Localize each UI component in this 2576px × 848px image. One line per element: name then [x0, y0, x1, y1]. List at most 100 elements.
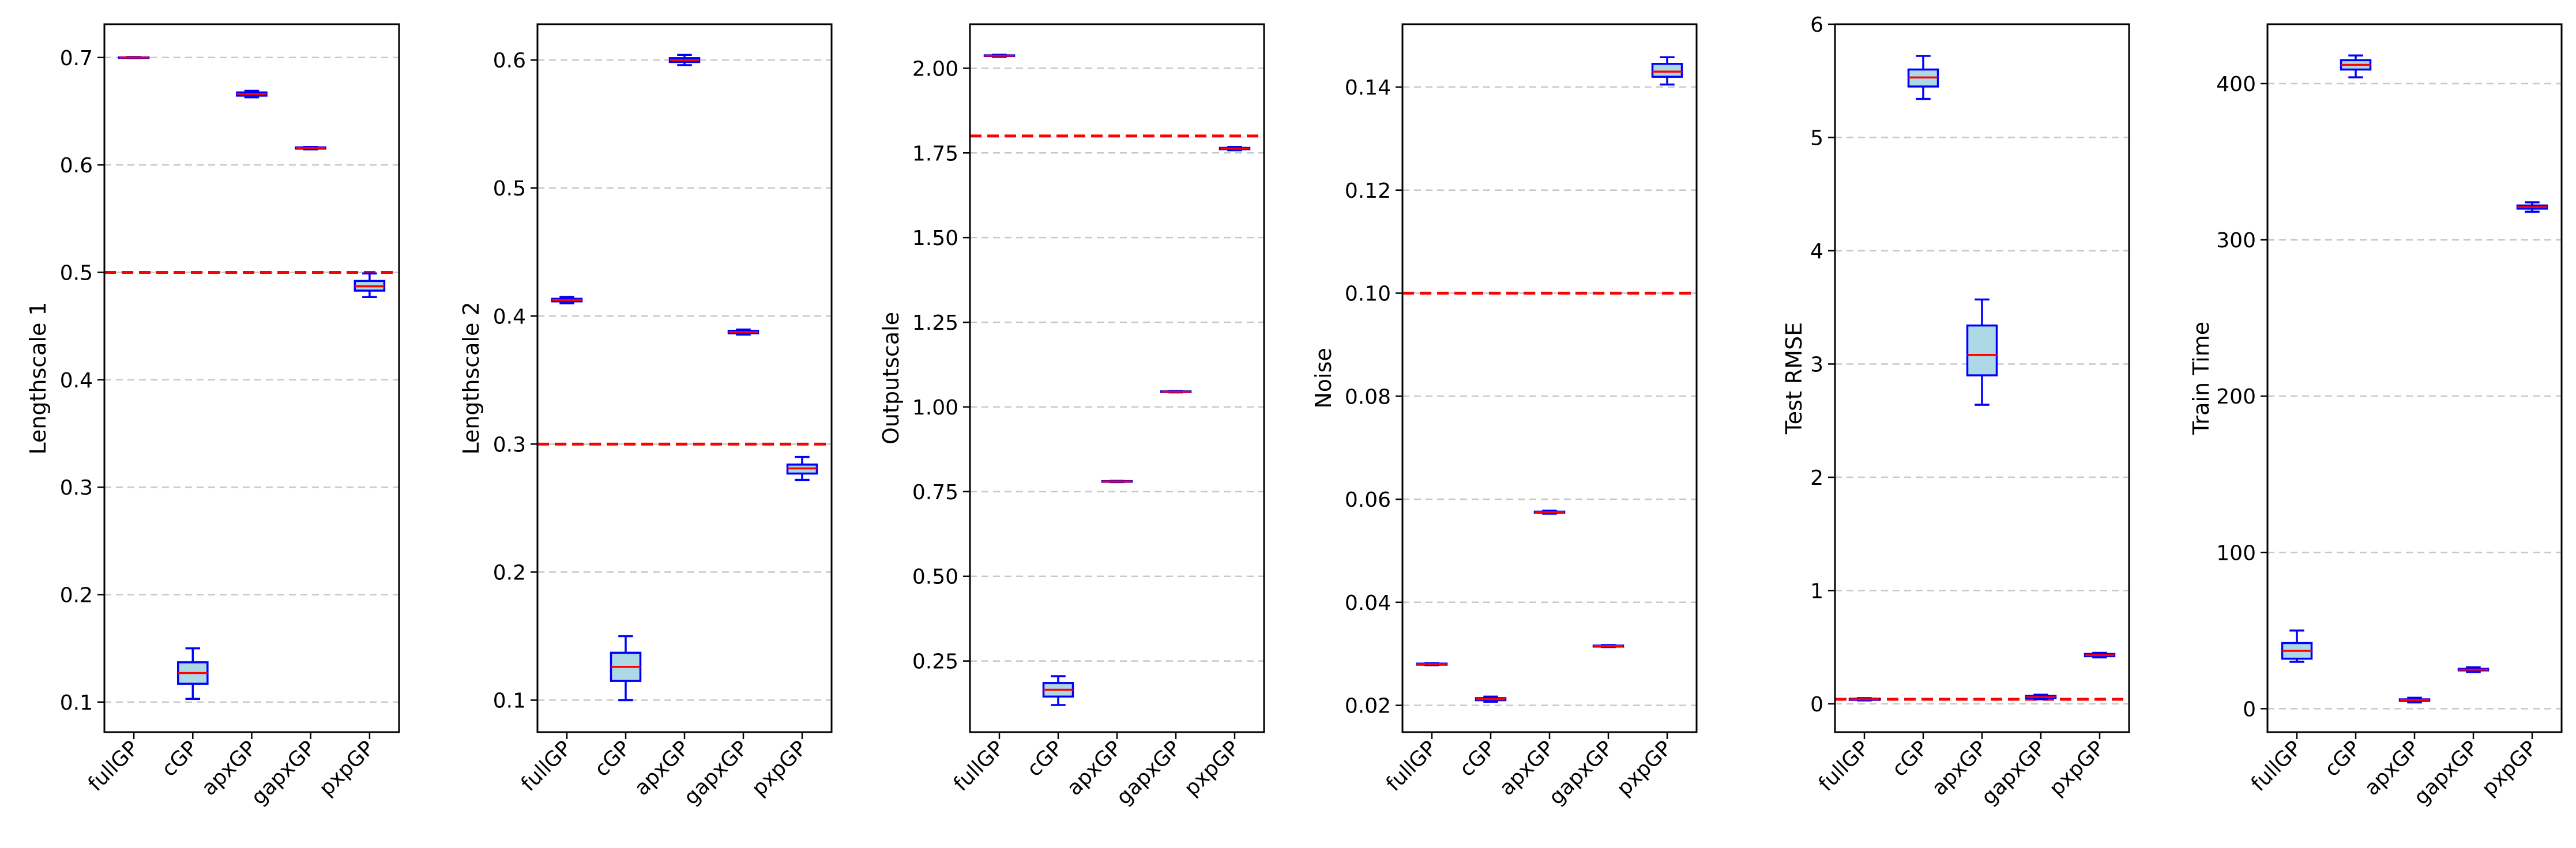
y-tick-label: 2 — [1810, 466, 1823, 490]
x-tick-label: pxpGP — [2477, 736, 2541, 800]
box-pxpGP — [2516, 201, 2548, 213]
x-tick-label: fullGP — [1382, 736, 1441, 796]
y-tick-label: 1.75 — [912, 142, 958, 165]
y-tick-label: 0.04 — [1345, 591, 1391, 615]
box-pxpGP — [354, 272, 386, 299]
y-axis-label: Lengthscale 1 — [25, 301, 51, 454]
box-fullGP — [1416, 662, 1448, 666]
axes-frame — [969, 23, 1265, 733]
y-tick-label: 0.08 — [1345, 385, 1391, 409]
y-tick-label: 0.6 — [493, 49, 526, 73]
box-gapxGP — [2025, 694, 2057, 700]
y-tick-label: 1.00 — [912, 396, 958, 420]
y-tick-label: 0.5 — [60, 261, 93, 285]
box-pxpGP — [1651, 56, 1683, 86]
y-tick-label: 200 — [2216, 385, 2256, 409]
box-cGP — [2340, 54, 2372, 78]
iqr-box — [1651, 63, 1683, 78]
box-fullGP — [551, 296, 583, 304]
box-gapxGP — [2457, 666, 2489, 673]
x-tick-label: cGP — [157, 736, 202, 781]
box-apxGP — [1966, 298, 1998, 406]
x-tick-label: gapxGP — [1112, 736, 1185, 809]
axes-frame — [103, 23, 400, 733]
y-axis-label: Test RMSE — [1781, 322, 1807, 435]
y-axis-label: Outputscale — [878, 312, 904, 444]
box-cGP — [1475, 695, 1507, 703]
y-tick-label: 2.00 — [912, 57, 958, 81]
box-gapxGP — [1592, 644, 1624, 649]
x-tick-label: pxpGP — [1180, 736, 1244, 800]
x-tick-label: fullGP — [517, 736, 576, 796]
y-tick-label: 0.3 — [493, 433, 526, 457]
box-fullGP — [118, 56, 150, 59]
y-tick-label: 300 — [2216, 229, 2256, 252]
y-tick-label: 0.75 — [912, 481, 958, 504]
y-tick-label: 1.25 — [912, 311, 958, 335]
y-tick-label: 0.2 — [493, 561, 526, 585]
y-tick-label: 1 — [1810, 579, 1823, 603]
y-tick-label: 0.10 — [1345, 282, 1391, 306]
y-tick-label: 0.5 — [493, 177, 526, 201]
y-tick-label: 0.7 — [60, 47, 93, 70]
x-tick-label: fullGP — [84, 736, 143, 796]
y-tick-label: 4 — [1810, 240, 1823, 263]
box-apxGP — [1533, 509, 1566, 515]
y-tick-label: 1.50 — [912, 227, 958, 250]
iqr-box — [1966, 324, 1998, 376]
x-tick-label: cGP — [1887, 736, 1932, 781]
box-pxpGP — [1219, 145, 1251, 152]
y-tick-label: 0.4 — [60, 369, 93, 393]
panel-3: 0.25 0.50 0.75 1.00 1.25 1.50 1.75 2.00 fullGP cG… — [878, 23, 1265, 809]
box-gapxGP — [1160, 390, 1192, 394]
box-cGP — [177, 647, 209, 700]
box-apxGP — [668, 54, 701, 66]
y-tick-label: 0.6 — [60, 154, 93, 178]
box-cGP — [610, 635, 642, 702]
y-tick-label: 3 — [1810, 353, 1823, 376]
y-tick-label: 5 — [1810, 126, 1823, 150]
x-tick-label: fullGP — [1814, 736, 1874, 796]
y-tick-label: 0.14 — [1345, 76, 1391, 100]
y-tick-label: 0.12 — [1345, 179, 1391, 203]
box-apxGP — [236, 89, 268, 99]
x-tick-label: cGP — [1022, 736, 1067, 781]
y-axis-label: Noise — [1311, 348, 1336, 408]
x-tick-label: cGP — [590, 736, 635, 781]
axes-frame — [1401, 23, 1698, 733]
box-gapxGP — [295, 146, 327, 150]
x-tick-label: gapxGP — [1544, 736, 1618, 809]
x-tick-label: cGP — [1455, 736, 1500, 781]
x-tick-label: pxpGP — [2045, 736, 2109, 800]
y-tick-label: 0.50 — [912, 566, 958, 589]
y-tick-label: 0.02 — [1345, 695, 1391, 718]
box-pxpGP — [786, 455, 818, 481]
box-gapxGP — [727, 328, 759, 336]
axes-frame — [2266, 23, 2563, 733]
x-tick-label: pxpGP — [747, 736, 811, 800]
box-fullGP — [983, 54, 1016, 58]
y-tick-label: 0.4 — [493, 305, 526, 329]
x-tick-label: gapxGP — [2409, 736, 2483, 809]
x-tick-label: gapxGP — [1977, 736, 2050, 809]
x-tick-label: gapxGP — [679, 736, 753, 809]
box-cGP — [1907, 55, 1939, 100]
x-tick-label: pxpGP — [315, 736, 379, 800]
x-tick-label: fullGP — [949, 736, 1009, 796]
x-tick-label: cGP — [2320, 736, 2365, 781]
box-cGP — [1042, 675, 1074, 706]
y-tick-label: 6 — [1810, 13, 1823, 37]
box-fullGP — [1848, 697, 1881, 702]
y-tick-label: 0.2 — [60, 583, 93, 607]
y-tick-label: 400 — [2216, 73, 2256, 96]
x-tick-label: fullGP — [2247, 736, 2306, 796]
box-pxpGP — [2084, 651, 2116, 659]
axes-frame — [536, 23, 833, 733]
y-tick-label: 0.06 — [1345, 488, 1391, 512]
y-tick-label: 0.25 — [912, 650, 958, 674]
